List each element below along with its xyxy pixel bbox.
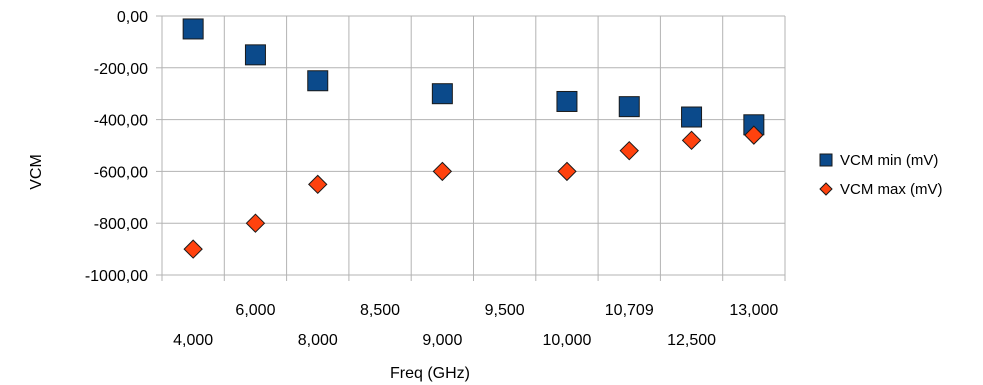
vcm-max-point	[557, 161, 577, 182]
vcm-max-point	[245, 213, 266, 233]
data-points	[182, 18, 765, 259]
x-tick-label: 10,709	[605, 302, 654, 319]
y-tick-labels: 0,00 -200,00 -400,00 -600,00 -800,00 -1000,00	[85, 9, 148, 285]
vcm-max-point	[681, 130, 702, 151]
vcm-min-point	[618, 96, 640, 118]
vcm-min-point	[431, 83, 453, 105]
y-tick-label: 0,00	[117, 9, 148, 26]
x-tick-label: 6,000	[235, 302, 275, 319]
x-tick-label: 9,500	[485, 302, 525, 319]
vcm-max-point	[744, 125, 764, 145]
x-tick-label: 10,000	[542, 332, 591, 349]
x-tick-label: 12,500	[667, 332, 716, 349]
vcm-max-point	[308, 174, 328, 195]
legend-diamond-icon	[819, 182, 833, 196]
legend: VCM min (mV) VCM max (mV)	[819, 152, 943, 198]
legend-label: VCM max (mV)	[840, 181, 943, 198]
axes	[156, 15, 786, 281]
y-tick-label: -200,00	[94, 61, 148, 78]
x-axis-label: Freq (GHz)	[390, 365, 470, 382]
y-tick-label: -400,00	[94, 113, 148, 130]
y-tick-label: -800,00	[94, 216, 148, 233]
vcm-max-point	[183, 239, 203, 259]
x-tick-label: 4,000	[173, 332, 213, 349]
x-tick-label: 9,000	[422, 332, 462, 349]
vcm-min-point	[556, 90, 578, 112]
legend-label: VCM min (mV)	[840, 152, 938, 169]
vcm-max-point	[432, 161, 453, 182]
vcm-max-point	[619, 140, 639, 161]
y-axis-label: VCM	[28, 154, 45, 190]
legend-square-icon	[819, 153, 833, 167]
y-tick-label: -600,00	[94, 164, 148, 181]
vcm-min-point	[307, 70, 329, 92]
x-tick-label: 13,000	[729, 302, 778, 319]
x-tick-labels: 4,000 6,000 8,000 8,500 9,000 9,500 10,000 10,7…	[173, 302, 778, 349]
vcm-min-point	[681, 106, 703, 128]
vcm-min-point	[182, 18, 204, 40]
x-tick-label: 8,000	[298, 332, 338, 349]
x-tick-label: 8,500	[360, 302, 400, 319]
y-tick-label: -1000,00	[85, 268, 148, 285]
vcm-min-point	[244, 44, 266, 66]
